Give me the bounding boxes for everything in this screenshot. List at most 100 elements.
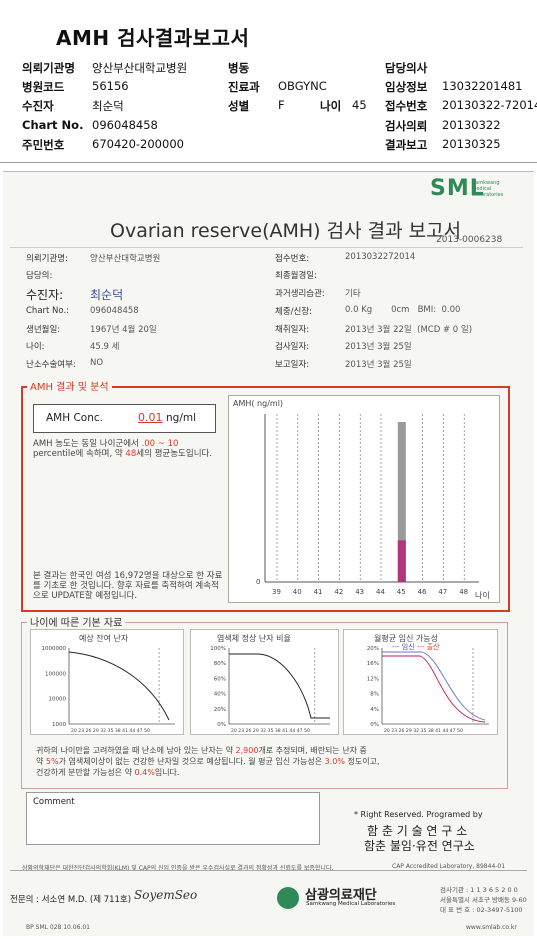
- x-tick-label: 44: [376, 588, 385, 596]
- header-value: 20130325: [442, 137, 501, 151]
- basic-data-title: 나이에 따른 기본 자료: [27, 614, 126, 629]
- x-tick-label: 42: [334, 588, 343, 596]
- x-tick-label: 47: [438, 588, 447, 596]
- mini-chart-remaining-eggs: 예상 잔여 난자 1000000 100000 10000 1000 20 23 26 …: [30, 629, 184, 735]
- field-value: 2013년 3월 25일: [345, 342, 412, 352]
- field-label: 담당의:: [26, 271, 53, 281]
- mini-y-tick: 80%: [214, 661, 226, 667]
- field-label: 생년월일:: [26, 325, 61, 335]
- mini-x-ticks: 20 23 26 29 32 35 38 41 44 47 50: [231, 728, 310, 734]
- patient-name: 최순덕: [90, 288, 124, 302]
- amh-description: AMH 농도는 동일 나이군에서 .00 ~ 10 percentile에 속하…: [33, 439, 213, 459]
- patient-info: 의뢰기관명: 양산부산대학교병원 담당의: 수진자: 최순덕 Chart No.…: [10, 247, 523, 370]
- mini-y-tick: 100000: [45, 671, 66, 677]
- mini-y-tick: 1000000: [42, 646, 67, 652]
- mini-x-ticks: 20 23 26 29 32 35 38 41 44 47 50: [384, 728, 463, 734]
- header-label: 병원코드: [22, 80, 65, 94]
- address-line: 검사기관 : 1 1 3 6 5 2 0 0: [440, 886, 518, 894]
- x-tick-label: 43: [355, 588, 364, 596]
- comment-box: Comment: [26, 792, 320, 845]
- x-tick-label: 46: [418, 588, 427, 596]
- field-value: 2013년 3월 22일 (MCD # 0 일): [345, 325, 473, 335]
- birth-line: [382, 655, 486, 723]
- header-label: 검사의뢰: [385, 119, 428, 133]
- x-tick-label: 45: [397, 588, 406, 596]
- header-value: F: [278, 98, 285, 112]
- header-label: 담당의사: [385, 61, 428, 75]
- field-value: 45.9 세: [90, 342, 120, 352]
- header-label: 진료과: [228, 80, 260, 94]
- footnote: 상황의학재단은 대한진단검사의학회(KLM) 및 CAP의 신임 인증을 받은 …: [22, 865, 334, 872]
- page-title: AMH 검사결과보고서: [56, 26, 250, 50]
- foundation-sub: Samkwang Medical Laboratories: [306, 901, 396, 907]
- header-value: 13032201481: [442, 79, 523, 93]
- mini-y-tick: 60%: [214, 676, 226, 682]
- address-line: 대 표 번 호 : 02-3497-5100: [440, 906, 523, 914]
- report-title: Ovarian reserve(AMH) 검사 결과 보고서: [110, 220, 462, 242]
- pregnancy-line: [382, 651, 486, 721]
- mini-x-ticks: 20 23 26 29 32 35 38 41 44 47 50: [71, 728, 150, 734]
- header-label: Chart No.: [22, 118, 84, 132]
- address-line: 서울특별시 서초구 방배동 9-60: [440, 896, 527, 904]
- amh-conc-unit: ng/ml: [166, 412, 197, 424]
- normal-eggs-line: [229, 653, 330, 719]
- mini-y-tick: 100%: [210, 646, 226, 652]
- x-tick-label: 39: [272, 588, 281, 596]
- mini-y-tick: 4%: [370, 707, 379, 713]
- mini-y-tick: 1000: [52, 722, 66, 728]
- field-label: 수진자:: [26, 288, 64, 302]
- x-tick-label: 40: [293, 588, 302, 596]
- header-value: 20130322-72014: [442, 98, 537, 112]
- amh-conc-label: AMH Conc.: [46, 412, 103, 424]
- header-value: 최순덕: [92, 99, 124, 113]
- header-value: 양산부산대학교병원: [92, 61, 188, 75]
- value-bar: [397, 540, 406, 582]
- x-tick-label: 48: [459, 588, 468, 596]
- field-label: 최종월경일:: [275, 271, 317, 281]
- field-label: 검사일자:: [275, 342, 310, 352]
- amh-conc-value: 0.01: [138, 411, 163, 424]
- amh-data-note: 본 결과는 한국인 여성 16,972명을 대상으로 한 자료를 기초로 한 것…: [33, 571, 223, 601]
- header-value: 096048458: [92, 118, 158, 132]
- mini-y-tick: 20%: [367, 646, 379, 652]
- chart-xlabel: 나이: [475, 590, 490, 600]
- field-value: 양산부산대학교병원: [90, 254, 161, 264]
- mini-y-tick: 8%: [370, 692, 379, 698]
- sml-logo-subtitle: Samkwang Medical Laboratories: [472, 180, 504, 198]
- mini-chart-legend: --- 임신 --- 출산: [392, 643, 440, 651]
- field-value: 2013년 3월 25일: [345, 360, 412, 370]
- mini-chart-title: 월평균 임신 가능성: [374, 634, 438, 643]
- amh-section-title: AMH 결과 및 분석: [27, 378, 112, 393]
- header-value: 670420-200000: [92, 137, 184, 151]
- field-label: Chart No.:: [26, 306, 70, 316]
- field-value: 0.0 Kg 0cm BMI: 0.00: [345, 305, 461, 315]
- field-label: 체중/신장:: [275, 307, 313, 317]
- field-label: 보고일자:: [275, 360, 310, 370]
- header-divider: [0, 162, 537, 163]
- field-label: 채취일자:: [275, 325, 310, 335]
- header-value: 20130322: [442, 118, 501, 132]
- remaining-eggs-line: [68, 651, 170, 721]
- org-name-1: 함 춘 기 술 연 구 소: [367, 824, 468, 838]
- field-label: 의뢰기관명:: [26, 254, 68, 264]
- doctor-signature: SoyemSeo: [134, 888, 198, 902]
- field-label: 난소수술여부:: [26, 360, 76, 370]
- header-label: 결과보고: [385, 138, 428, 152]
- y-tick-label: 0: [256, 578, 260, 586]
- basic-data-section: [21, 622, 508, 789]
- mini-y-tick: 0%: [217, 722, 226, 728]
- sml-logo: SML: [430, 176, 485, 201]
- header-label: 임상정보: [385, 80, 428, 94]
- mini-y-tick: 20%: [214, 707, 226, 713]
- rights-text: * Right Reserved. Programed by: [354, 810, 483, 819]
- mini-chart-title: 예상 잔여 난자: [79, 634, 129, 643]
- org-name-2: 함춘 불임·유전 연구소: [364, 839, 475, 853]
- field-value: 2013032272014: [345, 252, 416, 262]
- header-value: 45: [352, 98, 367, 112]
- amh-section: [21, 386, 510, 612]
- mini-chart-title: 염색체 정상 난자 비율: [217, 634, 291, 643]
- field-value: 1967년 4월 20일: [90, 325, 157, 335]
- doctor-name: 전문의 : 서소연 M.D. (제 711호): [10, 895, 132, 905]
- x-tick-label: 41: [314, 588, 323, 596]
- mini-y-tick: 16%: [367, 661, 379, 667]
